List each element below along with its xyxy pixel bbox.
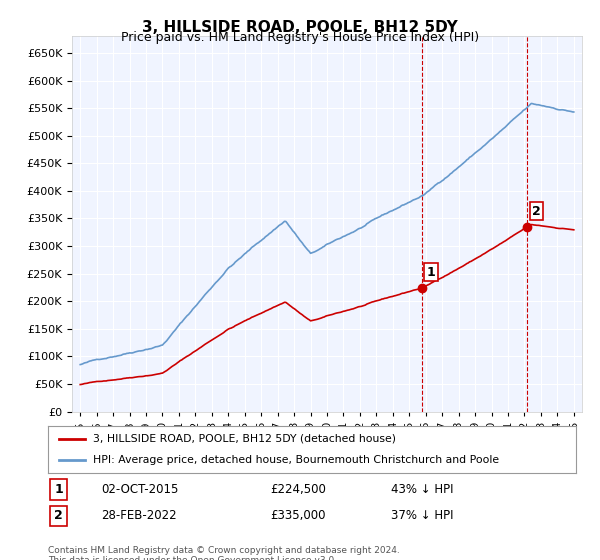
Text: Price paid vs. HM Land Registry's House Price Index (HPI): Price paid vs. HM Land Registry's House … <box>121 31 479 44</box>
Text: £224,500: £224,500 <box>270 483 326 496</box>
Text: 43% ↓ HPI: 43% ↓ HPI <box>391 483 454 496</box>
Text: 2: 2 <box>532 204 541 218</box>
Text: 37% ↓ HPI: 37% ↓ HPI <box>391 510 454 522</box>
Text: 1: 1 <box>54 483 63 496</box>
Text: Contains HM Land Registry data © Crown copyright and database right 2024.
This d: Contains HM Land Registry data © Crown c… <box>48 546 400 560</box>
Text: £335,000: £335,000 <box>270 510 325 522</box>
Text: 3, HILLSIDE ROAD, POOLE, BH12 5DY: 3, HILLSIDE ROAD, POOLE, BH12 5DY <box>142 20 458 35</box>
Text: 1: 1 <box>427 265 435 278</box>
Text: 3, HILLSIDE ROAD, POOLE, BH12 5DY (detached house): 3, HILLSIDE ROAD, POOLE, BH12 5DY (detac… <box>93 434 396 444</box>
Text: HPI: Average price, detached house, Bournemouth Christchurch and Poole: HPI: Average price, detached house, Bour… <box>93 455 499 465</box>
Text: 2: 2 <box>54 510 63 522</box>
Text: 28-FEB-2022: 28-FEB-2022 <box>101 510 176 522</box>
Text: 02-OCT-2015: 02-OCT-2015 <box>101 483 178 496</box>
